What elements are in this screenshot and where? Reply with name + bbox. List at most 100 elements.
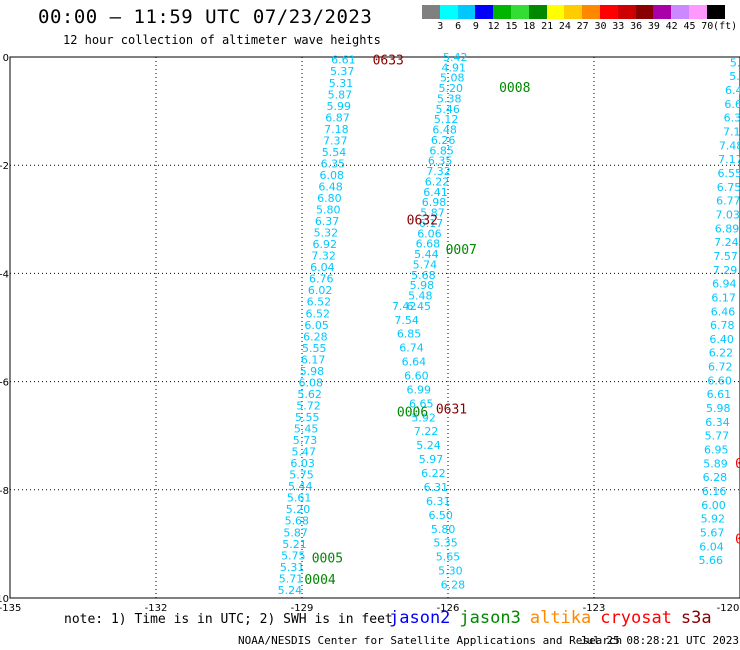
wave-height-value: 5.89 — [703, 457, 728, 470]
wave-height-value: 5.66 — [699, 554, 724, 567]
wave-height-value: 5.87 — [420, 207, 445, 220]
x-tick-label: -135 — [0, 603, 21, 614]
wave-height-value: 6.22 — [425, 175, 450, 188]
colorbar-tick-label: 9 — [472, 21, 479, 32]
wave-height-value: 6.61 — [707, 388, 732, 401]
wave-height-value: 5.20 — [286, 503, 311, 516]
wave-height-value: 6.31 — [426, 495, 451, 508]
wave-height-value: 6.89 — [715, 222, 740, 235]
wave-height-value: 6.16 — [702, 485, 727, 498]
colorbar-tick-label: 15 — [505, 21, 518, 32]
wave-height-value: 6.03 — [290, 457, 315, 470]
wave-height-value: 5.99 — [326, 100, 351, 113]
wave-height-value: 6.65 — [409, 397, 434, 410]
wave-height-value: 6.17 — [419, 217, 444, 230]
satellite-legend-item: jason3 — [459, 608, 521, 628]
colorbar-tick-label: 42 — [665, 21, 678, 32]
wave-height-value: 7.42 — [392, 300, 417, 313]
colorbar-tick-label: 6 — [455, 21, 462, 32]
colorbar-swatch — [688, 5, 707, 19]
wave-height-value: 6.17 — [711, 291, 736, 304]
y-tick-label: -2 — [0, 161, 9, 172]
colorbar-tick-label: 27 — [576, 21, 589, 32]
y-tick-label: -4 — [0, 269, 9, 280]
pass-number-label: 01 — [735, 532, 740, 547]
wave-height-value: 6.72 — [708, 361, 733, 374]
wave-height-value: 5.31 — [280, 561, 305, 574]
satellite-legend-item: cryosat — [600, 608, 672, 628]
colorbar-unit-label: (ft) — [713, 21, 738, 32]
wave-height-value: 6.87 — [325, 111, 350, 124]
wave-height-value: 6.46 — [711, 305, 736, 318]
wave-height-value: 6.06 — [417, 227, 442, 240]
colorbar-swatch — [671, 5, 689, 19]
wave-height-value: 5.98 — [706, 402, 731, 415]
wave-height-value: 6.00 — [701, 499, 726, 512]
wave-height-value: 5.65 — [436, 551, 461, 564]
wave-height-value: 6.22 — [421, 467, 446, 480]
wave-height-value: 6.17 — [301, 353, 326, 366]
wave-height-value: 6.98 — [422, 196, 447, 209]
wave-height-value: 6.52 — [306, 307, 331, 320]
wave-height-value: 7.18 — [324, 123, 349, 136]
wave-height-value: 5.68 — [411, 269, 436, 282]
pass-number-label: 0004 — [304, 573, 335, 588]
wave-height-value: 5.12 — [434, 113, 459, 126]
y-tick-label: 0 — [3, 53, 9, 64]
wave-height-value: 5.71 — [279, 572, 304, 585]
wave-height-value: 6.04 — [310, 261, 335, 274]
wave-height-value: 5.42 — [443, 51, 468, 64]
wave-height-value: 6.37 — [315, 215, 340, 228]
wave-height-value: 5.38 — [437, 92, 462, 105]
wave-height-value: 5.68 — [285, 515, 310, 528]
colorbar-swatch — [493, 5, 511, 19]
wave-height-value: 7.54 — [394, 314, 419, 327]
colorbar-tick-label: 21 — [541, 21, 554, 32]
colorbar-tick-label: 36 — [630, 21, 643, 32]
wave-height-value: 5.87 — [283, 526, 308, 539]
wave-height-value: 5.75 — [289, 469, 314, 482]
colorbar-tick-label: 45 — [683, 21, 696, 32]
colorbar-swatch — [528, 5, 547, 19]
wave-height-value: 6.74 — [399, 342, 424, 355]
colorbar-swatch — [422, 5, 440, 19]
x-tick-label: -129 — [291, 603, 314, 614]
wave-height-value: 7.29 — [713, 264, 738, 277]
wave-height-value: 6.08 — [299, 376, 324, 389]
wave-height-value: 5.47 — [292, 446, 317, 459]
colorbar-tick-label: 33 — [612, 21, 625, 32]
wave-height-value: 6.85 — [397, 328, 422, 341]
wave-height-value: 5.54 — [322, 146, 347, 159]
pass-number-label: 0633 — [373, 54, 404, 69]
wave-height-value: 6.55 — [717, 167, 740, 180]
colorbar-swatch — [546, 5, 565, 19]
wave-height-value: 5.77 — [705, 430, 730, 443]
wave-height-value: 5.24 — [416, 439, 441, 452]
wave-height-value: 6.52 — [307, 296, 332, 309]
colorbar-swatch — [617, 5, 636, 19]
wave-height-value: 6.40 — [709, 333, 734, 346]
wave-height-value: 5.37 — [330, 65, 355, 78]
wave-height-value: 5.80 — [316, 204, 341, 217]
y-tick-label: -10 — [0, 594, 9, 605]
colorbar-swatch — [653, 5, 672, 19]
colorbar-swatch — [564, 5, 583, 19]
wave-height-value: 5.32 — [314, 227, 339, 240]
wave-height-value: 6.60 — [707, 374, 732, 387]
colorbar-tick-label: 18 — [523, 21, 536, 32]
wave-height-value: 6.26 — [431, 134, 456, 147]
pass-number-label: 0631 — [436, 403, 467, 418]
wave-height-value: 5.24 — [278, 584, 303, 597]
wave-height-value: 6.68 — [416, 238, 441, 251]
wave-height-value: 7.24 — [714, 236, 739, 249]
wave-height-value: 4.91 — [442, 61, 467, 74]
wave-height-value: 6.61 — [331, 54, 356, 67]
wave-height-value: 5.55 — [295, 411, 320, 424]
colorbar-tick-label: 24 — [558, 21, 571, 32]
wave-height-value: 6.64 — [402, 356, 427, 369]
wave-height-value: 5.08 — [440, 72, 465, 85]
colorbar-labels: 3 6 9 12 15 18 21 24 27 30 33 36 39 42 45 70 (ft) — [422, 21, 740, 33]
colorbar-swatch — [635, 5, 654, 19]
wave-height-value: 5.87 — [328, 88, 353, 101]
